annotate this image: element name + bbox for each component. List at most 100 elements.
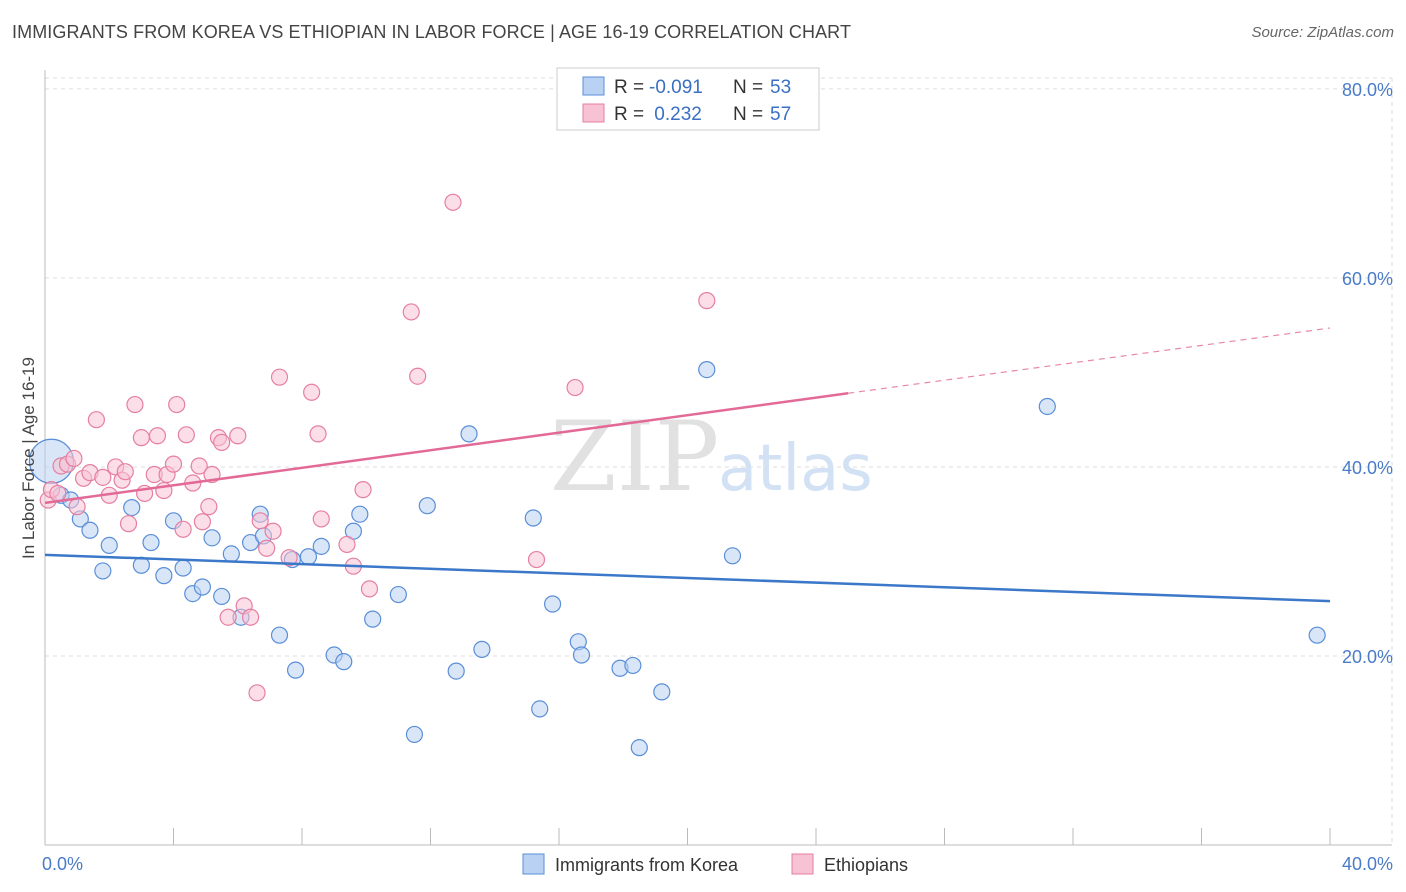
series-legend-swatch-ethiopians — [791, 853, 814, 875]
point-korea — [193, 578, 212, 596]
point-korea — [123, 498, 141, 517]
point-ethiopians — [148, 427, 167, 445]
watermark: ZIP atlas — [550, 401, 873, 513]
point-ethiopians — [309, 425, 327, 443]
point-korea — [698, 361, 716, 379]
point-ethiopians — [229, 427, 247, 445]
series-legend-label-ethiopians: Ethiopians — [824, 855, 908, 875]
series-legend-label-korea: Immigrants from Korea — [555, 855, 739, 875]
point-korea — [1038, 397, 1056, 416]
source-credit: Source: ZipAtlas.com — [1251, 24, 1394, 41]
point-ethiopians — [87, 411, 106, 429]
point-ethiopians — [303, 383, 321, 401]
point-korea — [213, 587, 231, 606]
legend-r-value-korea: -0.091 — [649, 77, 703, 98]
point-korea — [174, 559, 192, 577]
point-ethiopians — [168, 395, 186, 414]
point-ethiopians — [354, 481, 372, 499]
point-ethiopians — [132, 429, 150, 447]
legend-r-value-ethiopians: 0.232 — [649, 104, 702, 125]
y-axis-label: In Labor Force | Age 16-19 — [19, 357, 38, 559]
point-korea — [203, 529, 221, 547]
x-tick-label: 40.0% — [1342, 854, 1393, 874]
point-korea — [630, 739, 648, 757]
y-tick-label: 20.0% — [1342, 647, 1393, 667]
y-tick-label: 80.0% — [1342, 80, 1393, 100]
trend-line-ethiopians — [44, 391, 849, 505]
point-ethiopians — [280, 549, 298, 567]
chart-title: IMMIGRANTS FROM KOREA VS ETHIOPIAN IN LA… — [12, 22, 852, 42]
point-korea — [364, 610, 382, 628]
point-ethiopians — [264, 522, 282, 540]
point-korea — [142, 533, 160, 552]
stats-legend: R = -0.091 N = 53 R = 0.232 N = 57 — [556, 67, 820, 131]
point-korea — [531, 700, 549, 718]
point-korea — [270, 626, 289, 644]
point-ethiopians — [94, 468, 112, 486]
point-ethiopians — [213, 433, 231, 451]
point-ethiopians — [698, 292, 716, 310]
point-korea — [351, 505, 369, 523]
point-korea — [335, 653, 353, 671]
point-ethiopians — [190, 457, 208, 475]
point-ethiopians — [174, 520, 192, 538]
point-korea — [653, 683, 671, 701]
point-korea — [312, 537, 330, 555]
legend-n-label-ethiopians: N = — [733, 104, 763, 125]
point-ethiopians — [409, 367, 427, 385]
point-ethiopians — [219, 608, 237, 626]
legend-swatch-ethiopians — [582, 103, 605, 123]
point-ethiopians — [193, 513, 212, 531]
point-ethiopians — [251, 512, 269, 530]
series-legend-swatch-korea — [522, 853, 545, 875]
legend-swatch-korea — [582, 76, 605, 96]
trend-line-korea — [44, 553, 1331, 603]
point-ethiopians — [258, 539, 276, 557]
legend-n-value-korea: 53 — [770, 77, 791, 98]
point-ethiopians — [164, 455, 183, 473]
legend-r-label-ethiopians: R = — [614, 104, 644, 125]
tick-labels: 20.0% 40.0% 60.0% 80.0% 0.0% 40.0% — [42, 80, 1393, 874]
point-ethiopians — [65, 449, 83, 468]
point-ethiopians — [242, 608, 260, 626]
data-points — [28, 193, 1326, 757]
point-korea — [81, 521, 99, 539]
point-korea — [460, 425, 478, 443]
point-ethiopians — [200, 498, 218, 516]
point-korea — [155, 567, 173, 585]
point-korea — [723, 547, 742, 565]
legend-n-value-ethiopians: 57 — [770, 104, 791, 125]
point-ethiopians — [248, 684, 266, 702]
point-korea — [1308, 626, 1326, 644]
legend-r-label-korea: R = — [614, 77, 644, 98]
point-korea — [473, 640, 491, 658]
point-ethiopians — [116, 463, 134, 481]
point-korea — [572, 646, 591, 664]
point-ethiopians — [270, 368, 289, 386]
point-korea — [405, 725, 424, 744]
point-ethiopians — [527, 550, 546, 569]
point-korea — [624, 656, 642, 675]
point-ethiopians — [566, 378, 584, 397]
trend-lines — [44, 327, 1331, 603]
point-ethiopians — [444, 193, 462, 211]
y-tick-label: 40.0% — [1342, 458, 1393, 478]
point-ethiopians — [338, 535, 356, 554]
trend-line-ethiopians-extrapolated — [848, 327, 1331, 394]
point-korea — [524, 509, 542, 527]
point-korea — [447, 662, 465, 680]
point-ethiopians — [119, 515, 138, 533]
point-korea — [222, 545, 240, 563]
point-korea — [100, 536, 118, 554]
point-ethiopians — [360, 580, 379, 598]
point-korea — [94, 562, 112, 580]
watermark-atlas: atlas — [718, 432, 873, 506]
point-ethiopians — [402, 303, 420, 321]
point-ethiopians — [68, 498, 86, 516]
legend-n-label-korea: N = — [733, 77, 763, 98]
point-korea — [299, 548, 318, 566]
point-ethiopians — [312, 510, 330, 528]
point-korea — [418, 497, 436, 515]
point-korea — [543, 595, 562, 613]
